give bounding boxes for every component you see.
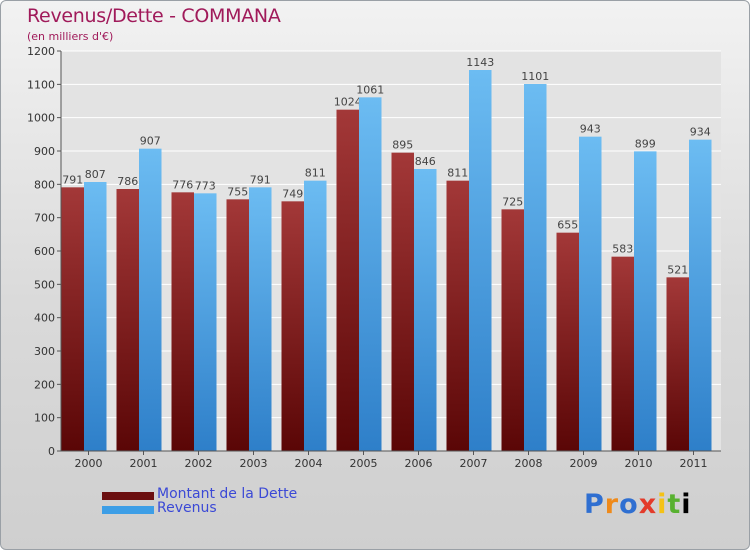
data-label-revenus: 846 <box>415 155 436 168</box>
data-label-dette: 791 <box>62 173 83 186</box>
bar-dette <box>116 189 139 451</box>
bar-dette <box>281 201 304 451</box>
logo-letter: x <box>638 489 658 520</box>
data-label-revenus: 1061 <box>356 83 384 96</box>
bar-dette <box>501 209 524 451</box>
logo-letter: i <box>657 489 668 520</box>
proxiti-logo: Proxiti <box>584 489 692 520</box>
logo-letter: i <box>681 489 692 520</box>
y-tick-label: 300 <box>34 345 55 358</box>
data-label-dette: 786 <box>117 175 138 188</box>
y-tick-label: 200 <box>34 378 55 391</box>
bar-revenus <box>139 148 162 451</box>
bar-dette <box>611 256 634 451</box>
data-label-revenus: 1143 <box>466 56 494 69</box>
y-tick-label: 100 <box>34 412 55 425</box>
bar-dette <box>391 152 414 451</box>
bar-dette <box>446 180 469 451</box>
y-tick-label: 1100 <box>27 78 55 91</box>
data-label-revenus: 899 <box>635 137 656 150</box>
y-tick-label: 800 <box>34 178 55 191</box>
bar-revenus <box>524 84 547 451</box>
bar-revenus <box>304 180 327 451</box>
y-tick-label: 900 <box>34 145 55 158</box>
logo-letter: r <box>604 489 620 520</box>
y-tick-label: 600 <box>34 245 55 258</box>
bar-revenus <box>579 136 602 451</box>
x-tick-label: 2006 <box>405 457 433 470</box>
y-tick-label: 1200 <box>27 45 55 58</box>
bar-dette <box>556 232 579 451</box>
chart-subtitle: (en milliers d'€) <box>27 30 114 43</box>
bar-revenus <box>194 193 217 452</box>
data-label-dette: 895 <box>392 139 413 152</box>
data-label-dette: 811 <box>447 167 468 180</box>
x-tick-label: 2011 <box>680 457 708 470</box>
x-tick-label: 2000 <box>75 457 103 470</box>
bar-revenus <box>634 151 657 452</box>
bar-revenus <box>84 182 107 451</box>
data-label-dette: 755 <box>227 185 248 198</box>
x-tick-label: 2007 <box>460 457 488 470</box>
x-tick-label: 2004 <box>295 457 323 470</box>
y-tick-label: 700 <box>34 212 55 225</box>
bar-dette <box>336 109 359 452</box>
data-label-dette: 583 <box>612 243 633 256</box>
y-tick-label: 0 <box>48 445 55 458</box>
logo-letter: t <box>667 489 682 520</box>
data-label-dette: 725 <box>502 195 523 208</box>
bar-revenus <box>414 169 437 451</box>
y-tick-label: 500 <box>34 278 55 291</box>
data-label-dette: 655 <box>557 219 578 232</box>
x-tick-label: 2003 <box>240 457 268 470</box>
data-label-revenus: 934 <box>690 126 711 139</box>
bar-dette <box>171 192 194 452</box>
x-tick-label: 2008 <box>515 457 543 470</box>
x-tick-label: 2005 <box>350 457 378 470</box>
data-label-dette: 1024 <box>334 96 362 109</box>
logo-letter: P <box>584 489 605 520</box>
data-label-revenus: 807 <box>85 168 106 181</box>
bar-dette <box>666 277 689 451</box>
legend-swatch-revenus <box>102 506 154 514</box>
bar-revenus <box>689 139 712 451</box>
data-label-revenus: 773 <box>195 179 216 192</box>
legend-swatch-dette <box>102 492 154 500</box>
data-label-revenus: 907 <box>140 135 161 148</box>
data-label-revenus: 811 <box>305 167 326 180</box>
x-tick-label: 2010 <box>625 457 653 470</box>
x-tick-label: 2002 <box>185 457 213 470</box>
bar-dette <box>61 187 84 452</box>
legend-label-revenus: Revenus <box>157 500 217 516</box>
data-label-revenus: 791 <box>250 173 271 186</box>
bar-dette <box>226 199 249 451</box>
data-label-dette: 521 <box>667 263 688 276</box>
bar-revenus <box>359 97 382 451</box>
y-tick-label: 400 <box>34 312 55 325</box>
data-label-revenus: 943 <box>580 123 601 136</box>
data-label-dette: 776 <box>172 178 193 191</box>
bar-revenus <box>249 187 272 452</box>
chart-title: Revenus/Dette - COMMANA <box>27 5 281 27</box>
bar-revenus <box>469 70 492 451</box>
legend-label-dette: Montant de la Dette <box>157 486 298 502</box>
data-label-revenus: 1101 <box>521 70 549 83</box>
x-tick-label: 2009 <box>570 457 598 470</box>
logo-letter: o <box>619 489 639 520</box>
x-tick-label: 2001 <box>130 457 158 470</box>
y-tick-label: 1000 <box>27 112 55 125</box>
data-label-dette: 749 <box>282 187 303 200</box>
